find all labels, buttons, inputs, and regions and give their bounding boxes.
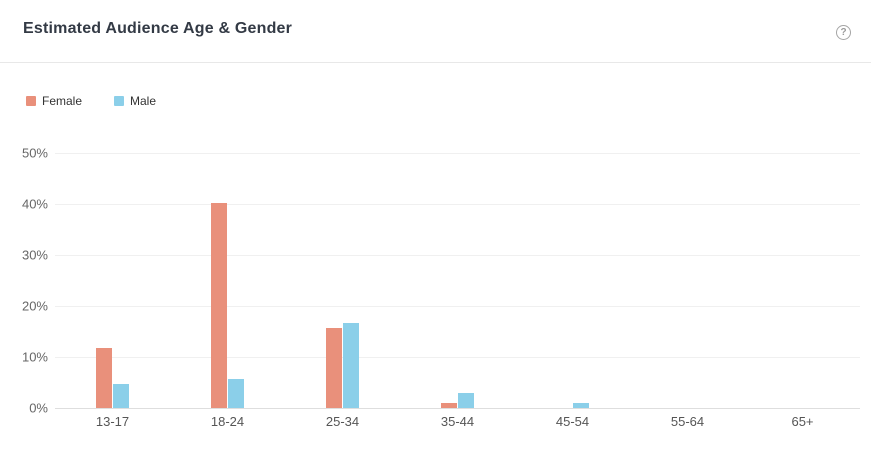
bar-female-25-34[interactable] [326, 327, 342, 408]
bar-group-35-44 [400, 153, 515, 408]
gridline [55, 255, 860, 256]
x-tick-label: 45-54 [555, 414, 590, 429]
legend-item-female[interactable]: Female [26, 94, 82, 108]
x-axis-baseline [55, 408, 860, 409]
x-tick-label: 55-64 [670, 414, 705, 429]
bar-male-18-24[interactable] [228, 378, 244, 408]
x-tick-label: 35-44 [440, 414, 475, 429]
y-axis: 0% 10% 20% 30% 40% 50% [0, 146, 48, 416]
page-title: Estimated Audience Age & Gender [23, 20, 293, 37]
age-gender-chart-plot [55, 153, 860, 409]
x-tick-label: 18-24 [210, 414, 245, 429]
legend-swatch-male [114, 96, 125, 106]
y-tick-label: 40% [21, 196, 48, 212]
bar-male-25-34[interactable] [343, 322, 359, 408]
bar-group-65+ [745, 153, 860, 408]
bar-female-13-17[interactable] [96, 347, 112, 408]
bar-group-55-64 [630, 153, 745, 408]
bar-female-35-44[interactable] [441, 402, 457, 408]
y-tick-label: 50% [21, 145, 48, 161]
header-divider [0, 62, 871, 63]
gridline [55, 153, 860, 154]
bar-group-13-17 [55, 153, 170, 408]
bar-male-35-44[interactable] [458, 393, 474, 408]
x-tick-label: 25-34 [325, 414, 360, 429]
help-icon[interactable]: ? [836, 25, 851, 40]
legend-label: Male [130, 94, 157, 108]
bar-group-25-34 [285, 153, 400, 408]
y-tick-label: 10% [21, 349, 48, 365]
bar-female-18-24[interactable] [211, 202, 227, 408]
legend-item-male[interactable]: Male [114, 94, 156, 108]
x-axis: 13-17 18-24 25-34 35-44 45-54 55-64 65+ [55, 414, 860, 434]
y-tick-label: 20% [21, 298, 48, 314]
gridline [55, 204, 860, 205]
y-tick-label: 30% [21, 247, 48, 263]
chart-legend: Female Male [26, 94, 156, 108]
gridline [55, 357, 860, 358]
legend-label: Female [42, 94, 83, 108]
x-tick-label: 65+ [791, 414, 814, 429]
y-tick-label: 0% [29, 400, 48, 416]
legend-swatch-female [26, 96, 36, 106]
bar-group-18-24 [170, 153, 285, 408]
bar-male-13-17[interactable] [113, 383, 129, 408]
bar-male-45-54[interactable] [573, 403, 589, 408]
bar-group-45-54 [515, 153, 630, 408]
gridline [55, 306, 860, 307]
x-tick-label: 13-17 [95, 414, 130, 429]
